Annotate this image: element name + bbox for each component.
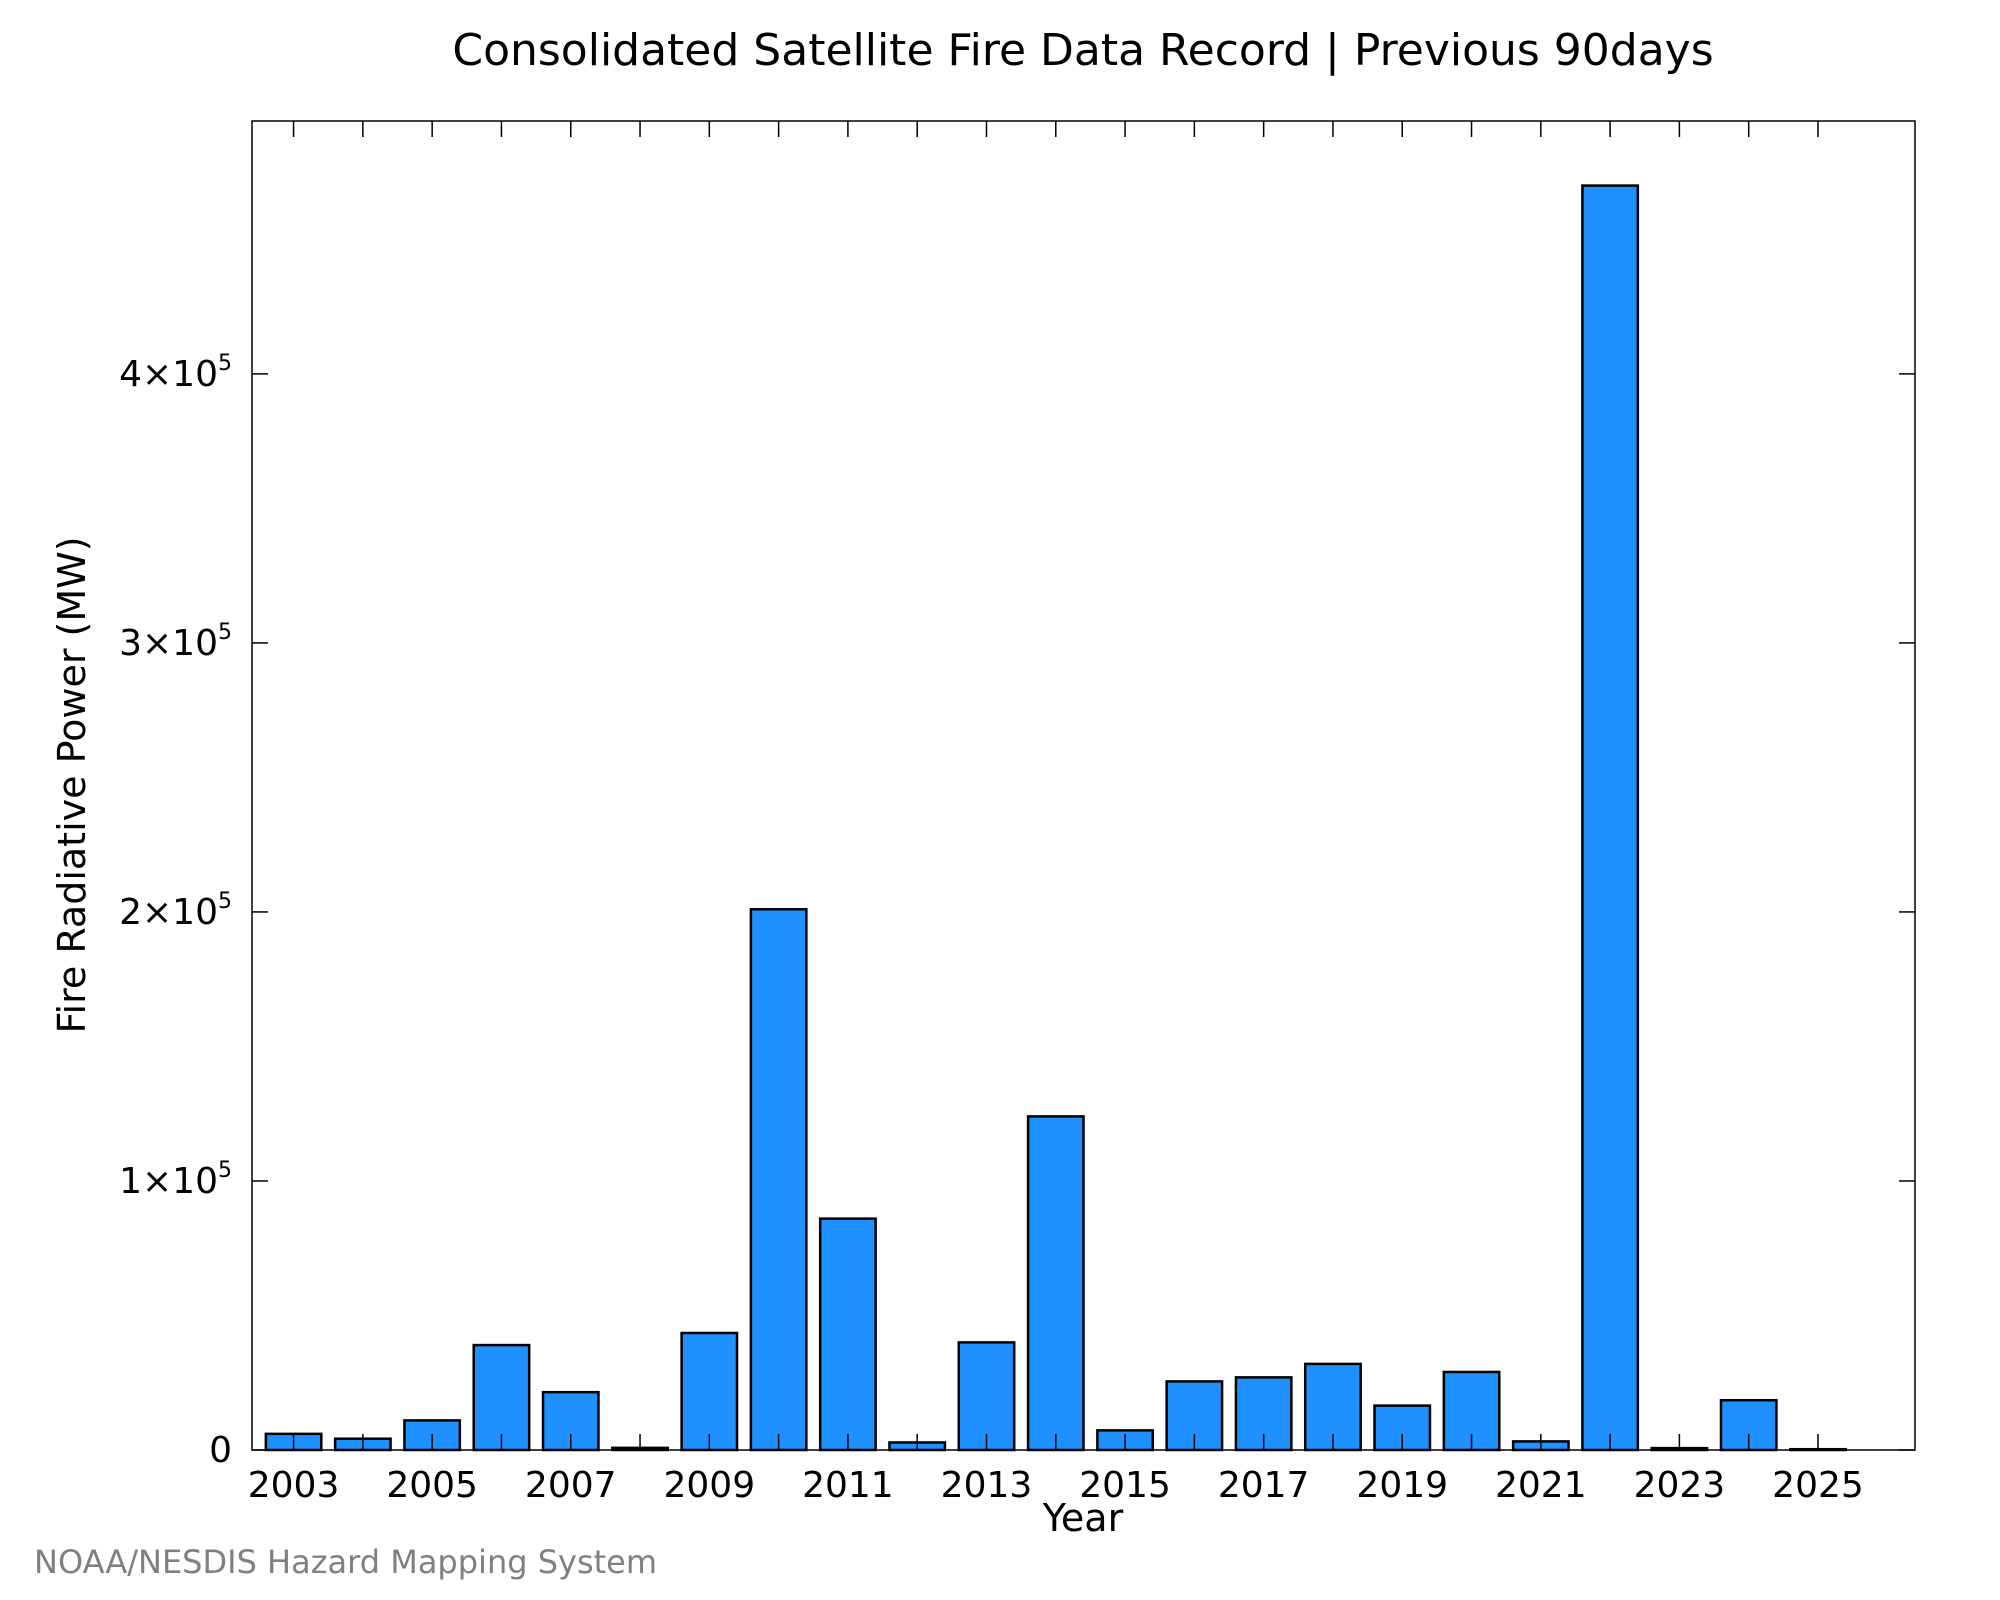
- y-tick-label-100000: 1×105: [119, 1158, 232, 1202]
- x-tick-label-2015: 2015: [1079, 1465, 1171, 1506]
- y-tick-label-300000: 3×105: [119, 620, 232, 664]
- y-tick-label-400000: 4×105: [119, 351, 232, 395]
- x-tick-label-2023: 2023: [1634, 1465, 1726, 1506]
- bar-2009: [680, 1331, 739, 1452]
- bar-2006: [472, 1343, 531, 1452]
- y-tick-label-0: 0: [209, 1430, 232, 1471]
- y-axis-label: Fire Radiative Power (MW): [50, 536, 94, 1033]
- x-tick-labels: 2003 2005 2007 2009 2011 2013 2015 2017 2019 2021…: [248, 1465, 1864, 1506]
- ticks-group: [252, 121, 1915, 1451]
- x-tick-label-2009: 2009: [664, 1465, 756, 1506]
- chart-title: Consolidated Satellite Fire Data Record …: [452, 25, 1713, 76]
- bar-2014: [1026, 1115, 1085, 1452]
- plot-frame: [251, 120, 1916, 1451]
- bar-2011: [818, 1217, 877, 1452]
- plot-area: [251, 120, 1916, 1452]
- y-tick-labels: 0 1×105 2×105 3×105 4×105: [119, 351, 232, 1471]
- x-tick-label-2021: 2021: [1495, 1465, 1587, 1506]
- x-tick-label-2025: 2025: [1772, 1465, 1864, 1506]
- x-tick-label-2019: 2019: [1356, 1465, 1448, 1506]
- x-tick-label-2007: 2007: [525, 1465, 617, 1506]
- x-tick-label-2011: 2011: [802, 1465, 894, 1506]
- y-tick-label-200000: 2×105: [119, 889, 232, 933]
- x-tick-label-2005: 2005: [386, 1465, 478, 1506]
- x-tick-label-2013: 2013: [941, 1465, 1033, 1506]
- x-axis-label: Year: [1042, 1496, 1124, 1540]
- x-tick-label-2003: 2003: [248, 1465, 340, 1506]
- bars-group: [264, 184, 1847, 1452]
- bar-2010: [749, 908, 808, 1452]
- footer-credit: NOAA/NESDIS Hazard Mapping System: [34, 1543, 657, 1581]
- bar-2022: [1581, 184, 1640, 1452]
- bar-2013: [957, 1341, 1016, 1452]
- x-tick-label-2017: 2017: [1218, 1465, 1310, 1506]
